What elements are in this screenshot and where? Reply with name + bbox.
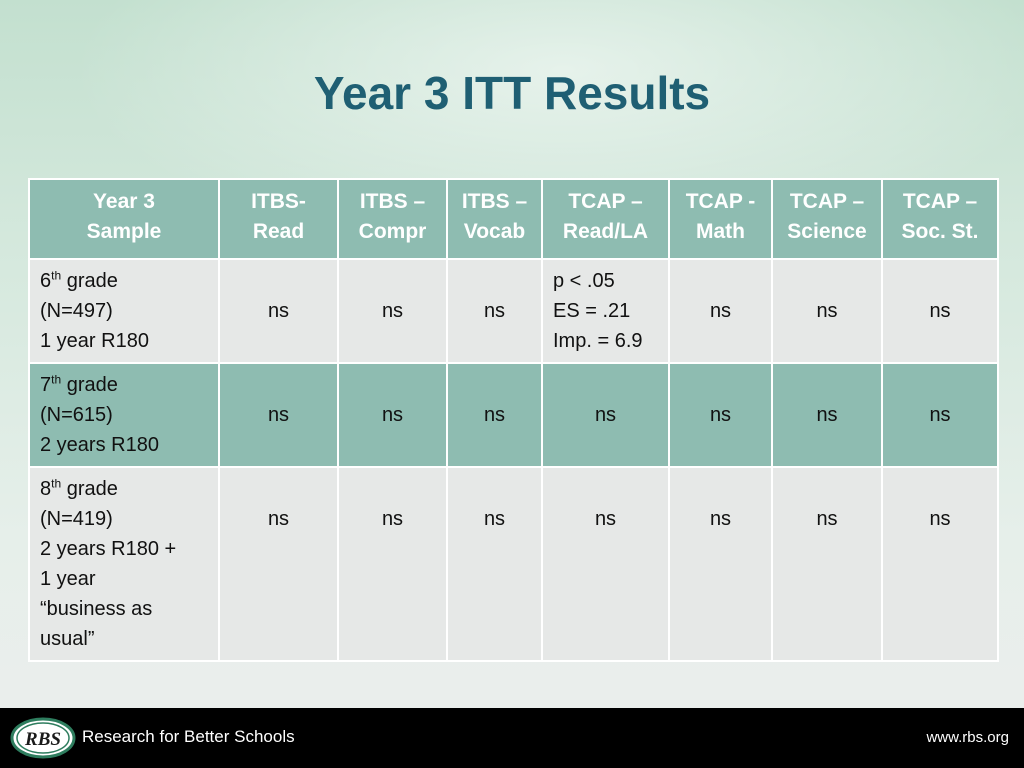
slide-title: Year 3 ITT Results (313, 67, 711, 119)
rbs-logo: RBS (10, 717, 76, 759)
result-cell: ns (668, 362, 773, 468)
table-row: 6th grade (N=497) 1 year R180 ns ns ns p… (28, 258, 999, 364)
result-cell: ns (446, 258, 543, 364)
result-cell-significant: p < .05 ES = .21 Imp. = 6.9 (541, 258, 670, 364)
table-row: 8th grade (N=419) 2 years R180 + 1 year … (28, 466, 999, 662)
result-cell: ns (771, 466, 883, 662)
result-cell: ns (218, 258, 339, 364)
result-cell: ns (446, 362, 543, 468)
result-cell: ns (446, 466, 543, 662)
result-cell: ns (337, 362, 448, 468)
result-cell: ns (881, 362, 999, 468)
header-tcap-science: TCAP – Science (771, 178, 883, 260)
result-cell: ns (771, 258, 883, 364)
header-tcap-readla: TCAP – Read/LA (541, 178, 670, 260)
header-tcap-socst: TCAP – Soc. St. (881, 178, 999, 260)
header-itbs-vocab: ITBS – Vocab (446, 178, 543, 260)
result-cell: ns (881, 258, 999, 364)
header-tcap-math: TCAP - Math (668, 178, 773, 260)
result-cell: ns (771, 362, 883, 468)
sample-cell: 7th grade (N=615) 2 years R180 (28, 362, 220, 468)
result-cell: ns (668, 258, 773, 364)
sample-cell: 8th grade (N=419) 2 years R180 + 1 year … (28, 466, 220, 662)
result-cell: ns (337, 258, 448, 364)
header-sample: Year 3 Sample (28, 178, 220, 260)
result-cell: ns (668, 466, 773, 662)
header-itbs-compr: ITBS – Compr (337, 178, 448, 260)
result-cell: ns (541, 362, 670, 468)
result-cell: ns (218, 466, 339, 662)
table-row: 7th grade (N=615) 2 years R180 ns ns ns … (28, 362, 999, 468)
sample-cell: 6th grade (N=497) 1 year R180 (28, 258, 220, 364)
logo-text: RBS (24, 729, 61, 750)
header-row: Year 3 Sample ITBS- Read ITBS – Compr ITBS … (28, 178, 999, 260)
footer-bar: RBS Research for Better Schools www.rbs.… (0, 708, 1024, 768)
results-table: Year 3 Sample ITBS- Read ITBS – Compr ITBS … (28, 178, 999, 662)
header-itbs-read: ITBS- Read (218, 178, 339, 260)
result-cell: ns (541, 466, 670, 662)
org-name: Research for Better Schools (82, 727, 295, 746)
result-cell: ns (337, 466, 448, 662)
result-cell: ns (218, 362, 339, 468)
website-link[interactable]: www.rbs.org (926, 729, 1009, 746)
result-cell: ns (881, 466, 999, 662)
